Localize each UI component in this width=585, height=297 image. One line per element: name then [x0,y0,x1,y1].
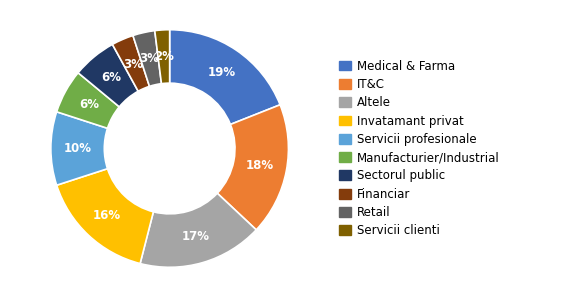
Wedge shape [78,44,138,107]
Text: 10%: 10% [64,142,92,155]
Text: 18%: 18% [246,159,274,172]
Wedge shape [57,73,119,128]
Wedge shape [140,193,256,267]
Wedge shape [217,105,288,230]
Text: 3%: 3% [123,58,143,70]
Text: 2%: 2% [154,50,174,63]
Wedge shape [57,169,153,263]
Wedge shape [51,112,108,185]
Wedge shape [112,36,149,91]
Text: 6%: 6% [79,98,99,111]
Wedge shape [170,30,280,124]
Wedge shape [133,31,161,86]
Text: 16%: 16% [92,209,121,222]
Wedge shape [155,30,170,84]
Text: 3%: 3% [140,52,160,65]
Text: 19%: 19% [207,66,236,79]
Legend: Medical & Farma, IT&C, Altele, Invatamant privat, Servicii profesionale, Manufac: Medical & Farma, IT&C, Altele, Invataman… [339,60,500,237]
Text: 6%: 6% [101,71,121,84]
Text: 17%: 17% [181,230,209,244]
